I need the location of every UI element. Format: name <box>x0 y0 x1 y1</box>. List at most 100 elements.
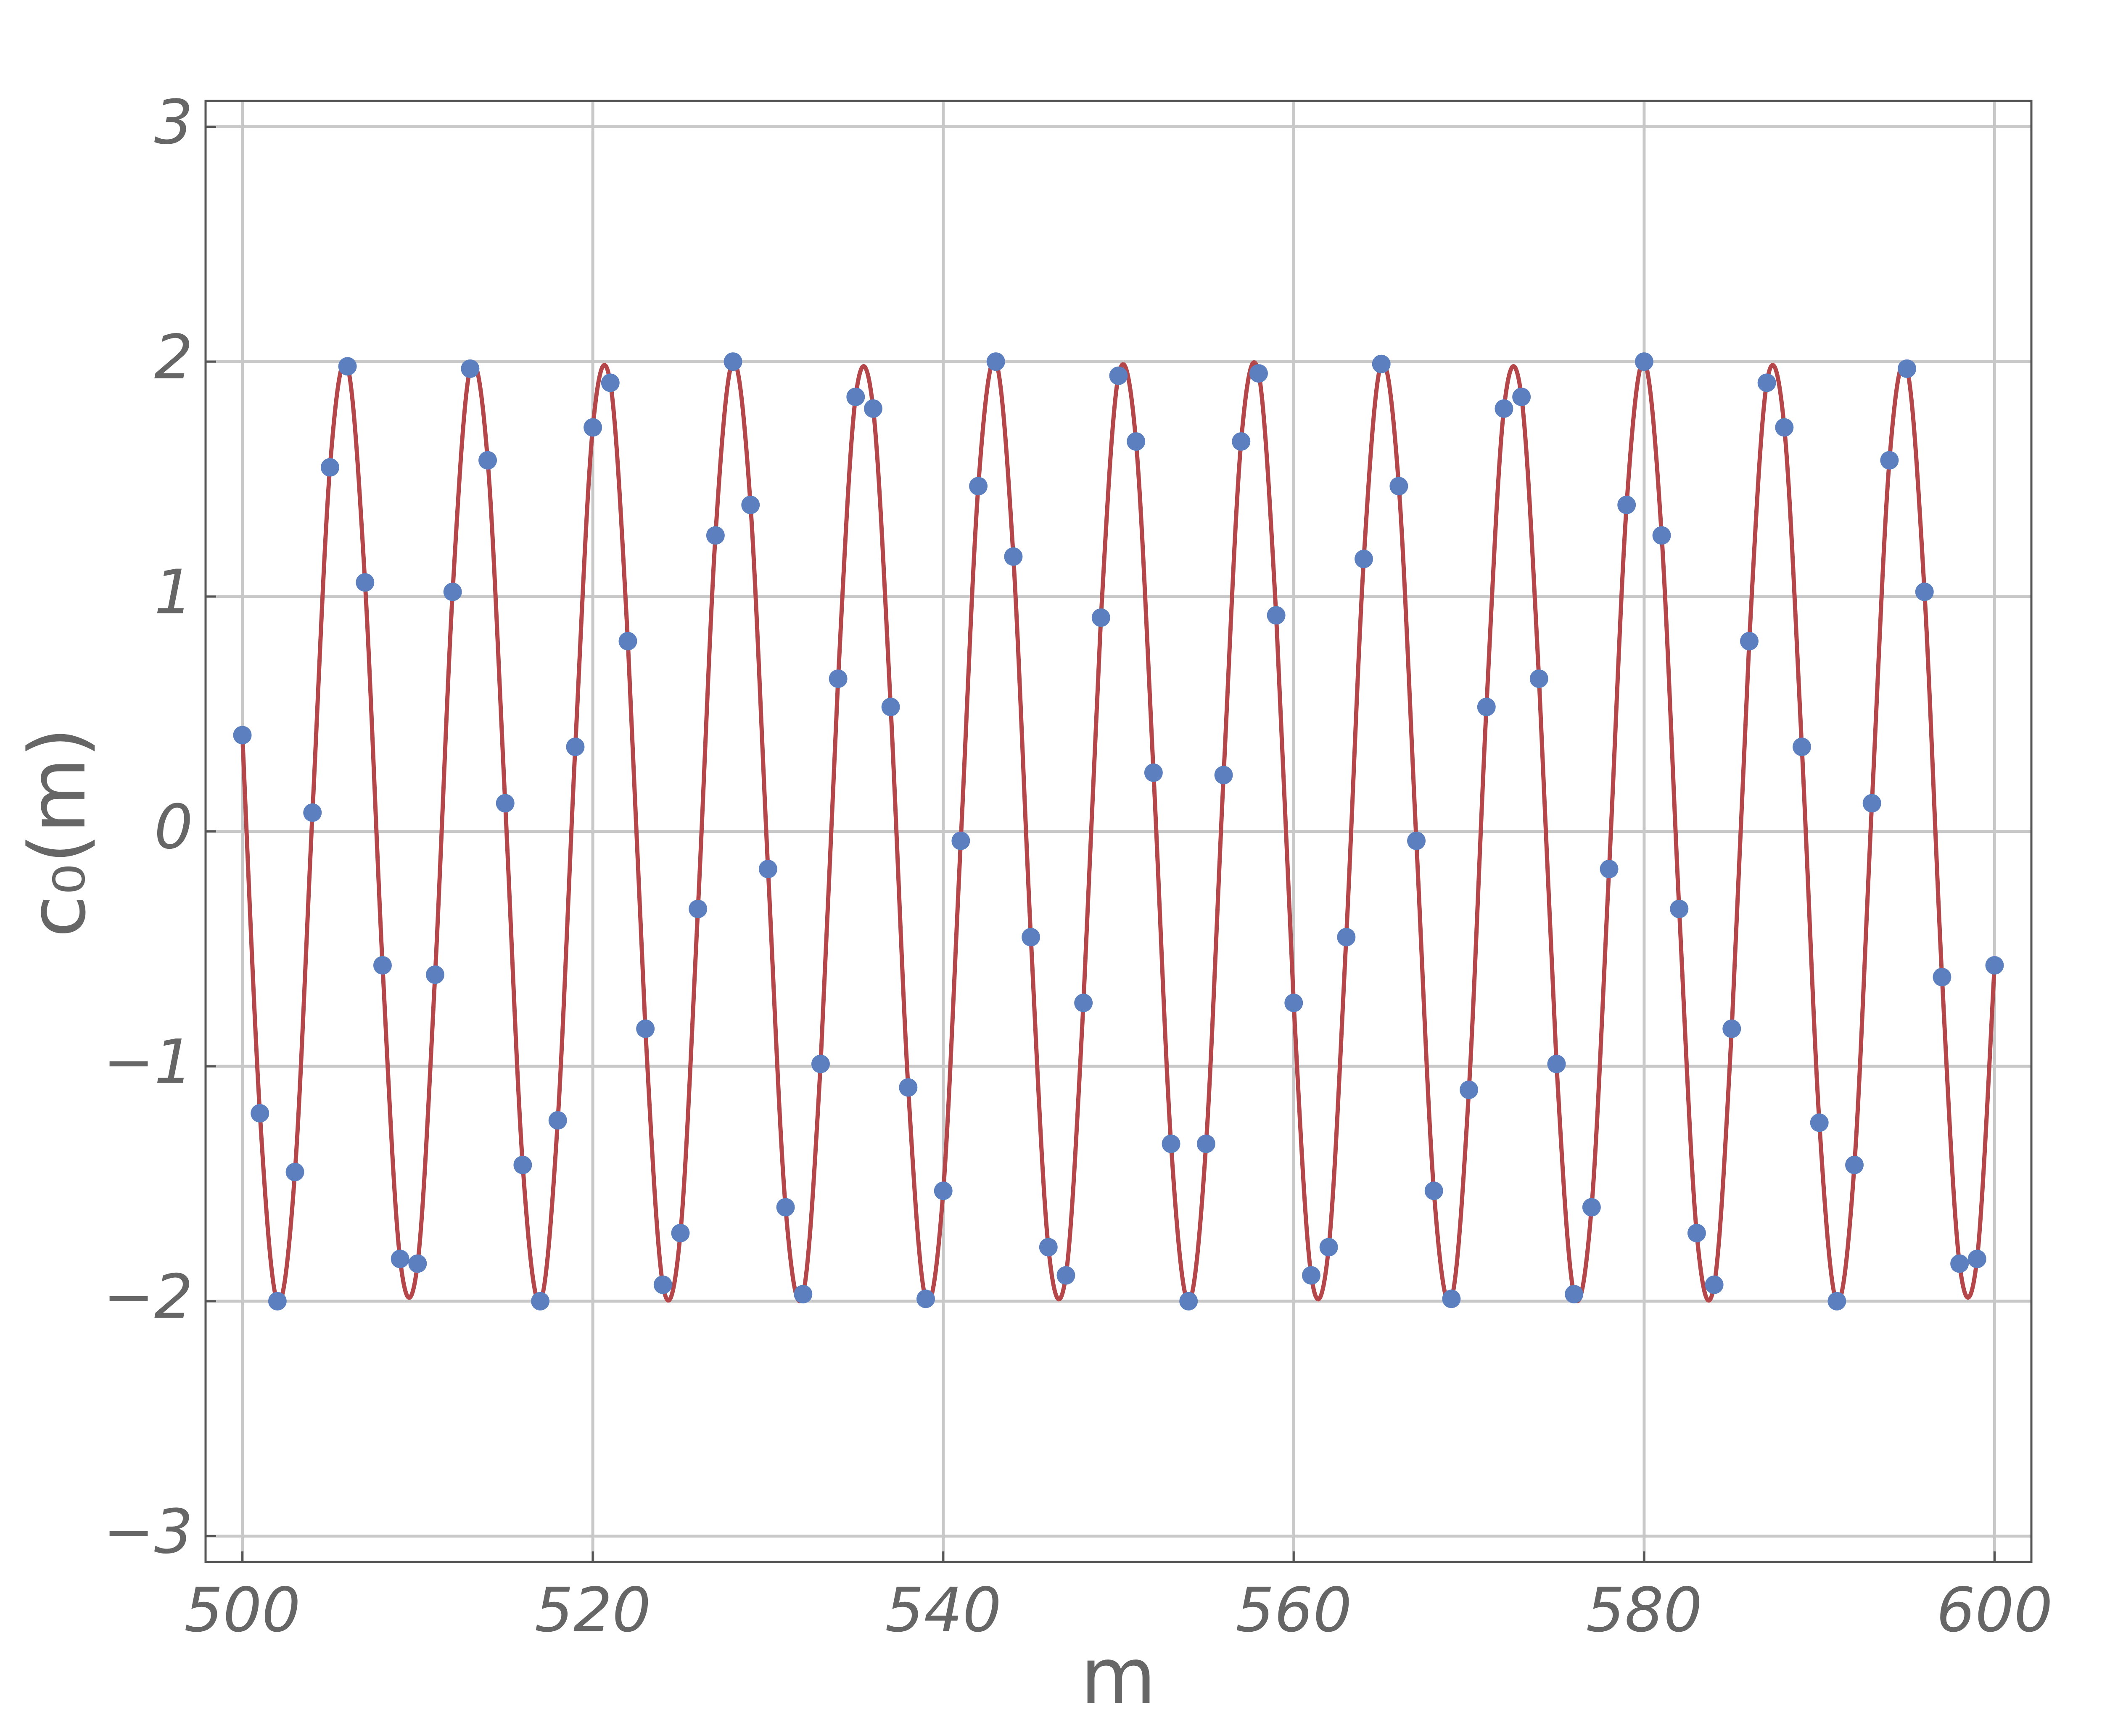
data-point <box>776 1198 795 1217</box>
x-tick-label: 520 <box>535 1575 651 1646</box>
plot-frame <box>204 100 2033 1563</box>
data-point <box>1757 373 1776 392</box>
data-point <box>1109 366 1128 385</box>
data-point <box>1407 831 1426 850</box>
data-point <box>1792 737 1811 756</box>
data-point <box>531 1292 550 1311</box>
y-tick-label: 1 <box>154 557 193 628</box>
data-point <box>618 632 637 650</box>
data-point <box>1022 927 1040 946</box>
x-axis-label: m <box>1080 1631 1156 1722</box>
data-point <box>1267 606 1286 625</box>
data-point <box>899 1078 918 1097</box>
data-point <box>671 1223 690 1242</box>
data-point <box>1582 1198 1601 1217</box>
data-point <box>1179 1292 1198 1311</box>
data-point <box>1144 763 1163 782</box>
x-tick-label: 540 <box>885 1575 1001 1646</box>
data-point <box>1670 899 1689 918</box>
data-point <box>1056 1266 1075 1285</box>
data-point <box>1898 359 1917 378</box>
data-point <box>233 726 252 745</box>
data-point <box>1302 1266 1320 1285</box>
data-point <box>1004 547 1023 566</box>
data-point <box>513 1155 532 1174</box>
data-point <box>391 1250 409 1268</box>
data-point <box>1652 526 1671 545</box>
data-point <box>1617 495 1636 514</box>
data-point <box>1039 1238 1058 1257</box>
data-point <box>1249 364 1268 383</box>
data-point <box>1162 1134 1180 1153</box>
data-point <box>1810 1113 1829 1132</box>
data-point <box>829 669 848 688</box>
data-point <box>461 359 480 378</box>
y-tick-label: −3 <box>103 1496 193 1567</box>
data-point <box>1091 608 1110 627</box>
y-tick-label: 3 <box>154 87 193 158</box>
data-point <box>1933 967 1951 986</box>
data-point <box>1967 1250 1986 1268</box>
data-point <box>548 1111 567 1130</box>
data-point <box>303 803 322 822</box>
data-point <box>268 1292 287 1311</box>
y-tick-label: −2 <box>103 1261 193 1332</box>
data-point <box>969 477 988 496</box>
data-point <box>951 831 970 850</box>
data-point <box>338 357 357 376</box>
data-point <box>811 1054 830 1073</box>
data-point <box>584 418 602 437</box>
data-point <box>916 1289 935 1308</box>
data-point <box>1337 927 1356 946</box>
data-point <box>636 1019 655 1038</box>
data-point <box>1635 352 1653 371</box>
data-point <box>1705 1275 1724 1294</box>
data-point <box>1477 698 1496 716</box>
x-tick-label: 580 <box>1586 1575 1703 1646</box>
data-point <box>1372 354 1391 373</box>
data-point <box>601 373 620 392</box>
data-point <box>1529 669 1548 688</box>
data-point <box>1985 956 2004 975</box>
data-point <box>986 352 1005 371</box>
data-point <box>1827 1292 1846 1311</box>
data-point <box>1284 994 1303 1012</box>
data-point <box>1775 418 1794 437</box>
data-point <box>356 573 375 592</box>
data-point <box>1355 550 1373 568</box>
data-point <box>1687 1223 1706 1242</box>
data-point <box>689 899 708 918</box>
y-axis-label: c₀(m) <box>12 727 103 938</box>
data-point <box>1127 432 1146 451</box>
data-point <box>1232 432 1251 451</box>
data-point <box>1214 766 1233 785</box>
data-point <box>478 451 497 470</box>
data-point <box>426 965 445 984</box>
data-point <box>794 1285 813 1304</box>
data-point <box>1722 1019 1741 1038</box>
data-point <box>1547 1054 1566 1073</box>
data-point <box>1389 477 1408 496</box>
data-point <box>653 1275 672 1294</box>
data-point <box>496 794 515 813</box>
data-point <box>741 495 760 514</box>
x-tick-label: 500 <box>184 1575 301 1646</box>
data-point <box>706 526 725 545</box>
x-tick-label: 560 <box>1236 1575 1352 1646</box>
data-point <box>1740 632 1759 650</box>
data-point <box>320 458 339 477</box>
data-point <box>1512 387 1531 406</box>
data-point <box>1950 1254 1969 1273</box>
y-tick-label: 0 <box>154 792 193 863</box>
data-point <box>1495 399 1513 418</box>
data-point <box>1196 1134 1215 1153</box>
data-point <box>1074 994 1093 1012</box>
data-point <box>566 737 585 756</box>
data-point <box>1442 1289 1461 1308</box>
data-point <box>285 1163 304 1181</box>
data-point <box>1319 1238 1338 1257</box>
data-point <box>443 582 462 601</box>
data-point <box>864 399 882 418</box>
data-point <box>408 1254 427 1273</box>
